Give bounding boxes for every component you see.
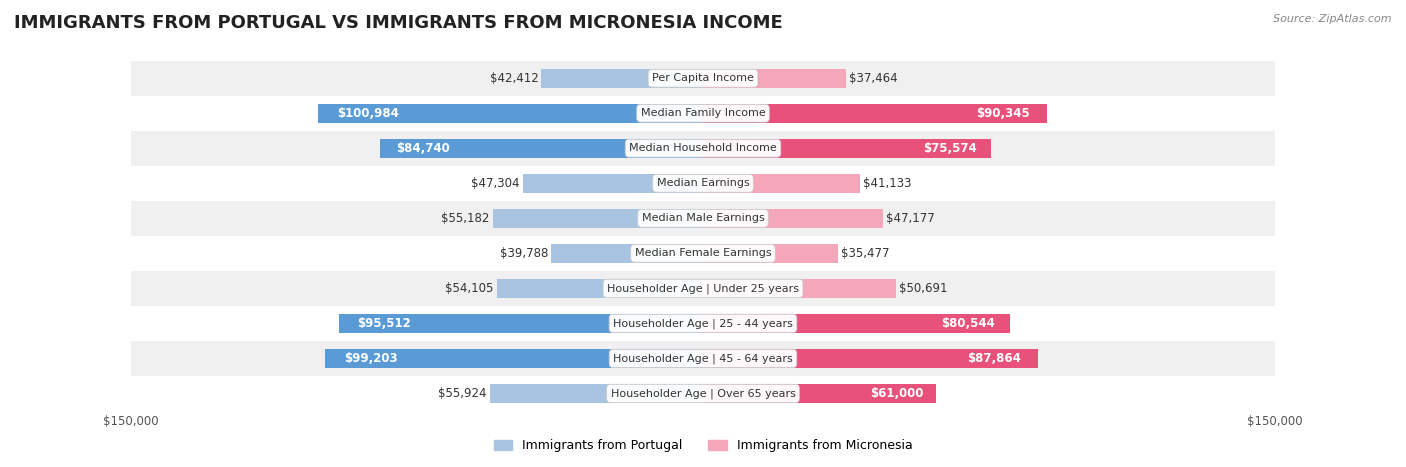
Bar <box>131 271 1275 306</box>
Bar <box>131 376 1275 411</box>
Text: Median Family Income: Median Family Income <box>641 108 765 118</box>
Bar <box>703 174 860 193</box>
Bar <box>523 174 703 193</box>
Bar <box>541 69 703 88</box>
Text: $61,000: $61,000 <box>870 387 924 400</box>
Bar <box>339 314 703 333</box>
Text: Median Household Income: Median Household Income <box>628 143 778 153</box>
Bar <box>703 69 846 88</box>
Text: $90,345: $90,345 <box>977 107 1031 120</box>
Bar <box>325 349 703 368</box>
Bar <box>131 166 1275 201</box>
Text: $54,105: $54,105 <box>446 282 494 295</box>
Bar <box>703 384 935 403</box>
Bar <box>131 306 1275 341</box>
Bar <box>703 279 896 298</box>
Bar <box>703 104 1047 123</box>
Text: $55,924: $55,924 <box>439 387 486 400</box>
Bar <box>131 61 1275 96</box>
Legend: Immigrants from Portugal, Immigrants from Micronesia: Immigrants from Portugal, Immigrants fro… <box>489 434 917 457</box>
Bar <box>551 244 703 263</box>
Bar <box>131 236 1275 271</box>
Text: Householder Age | 45 - 64 years: Householder Age | 45 - 64 years <box>613 353 793 364</box>
Text: Per Capita Income: Per Capita Income <box>652 73 754 83</box>
Bar <box>131 96 1275 131</box>
Bar <box>703 139 991 158</box>
Bar <box>131 201 1275 236</box>
Bar <box>131 341 1275 376</box>
Bar <box>131 131 1275 166</box>
Text: $80,544: $80,544 <box>941 317 995 330</box>
Text: $47,177: $47,177 <box>886 212 935 225</box>
Text: $41,133: $41,133 <box>863 177 911 190</box>
Text: Source: ZipAtlas.com: Source: ZipAtlas.com <box>1274 14 1392 24</box>
Text: $39,788: $39,788 <box>501 247 548 260</box>
Text: $87,864: $87,864 <box>967 352 1021 365</box>
Text: $50,691: $50,691 <box>900 282 948 295</box>
Text: $99,203: $99,203 <box>343 352 398 365</box>
Text: $37,464: $37,464 <box>849 72 897 85</box>
Text: $42,412: $42,412 <box>489 72 538 85</box>
Bar <box>496 279 703 298</box>
Bar <box>489 384 703 403</box>
Text: Householder Age | Over 65 years: Householder Age | Over 65 years <box>610 388 796 399</box>
Text: Median Earnings: Median Earnings <box>657 178 749 188</box>
Text: $35,477: $35,477 <box>841 247 890 260</box>
Bar <box>703 314 1010 333</box>
Text: $100,984: $100,984 <box>337 107 399 120</box>
Text: Householder Age | 25 - 44 years: Householder Age | 25 - 44 years <box>613 318 793 329</box>
Text: $95,512: $95,512 <box>357 317 411 330</box>
Bar <box>703 209 883 228</box>
Text: Median Female Earnings: Median Female Earnings <box>634 248 772 258</box>
Bar <box>703 349 1038 368</box>
Text: IMMIGRANTS FROM PORTUGAL VS IMMIGRANTS FROM MICRONESIA INCOME: IMMIGRANTS FROM PORTUGAL VS IMMIGRANTS F… <box>14 14 783 32</box>
Text: Householder Age | Under 25 years: Householder Age | Under 25 years <box>607 283 799 294</box>
Text: $75,574: $75,574 <box>922 142 977 155</box>
Text: $47,304: $47,304 <box>471 177 520 190</box>
Bar <box>492 209 703 228</box>
Text: $84,740: $84,740 <box>396 142 450 155</box>
Bar <box>380 139 703 158</box>
Text: Median Male Earnings: Median Male Earnings <box>641 213 765 223</box>
Bar <box>703 244 838 263</box>
Bar <box>318 104 703 123</box>
Text: $55,182: $55,182 <box>441 212 489 225</box>
